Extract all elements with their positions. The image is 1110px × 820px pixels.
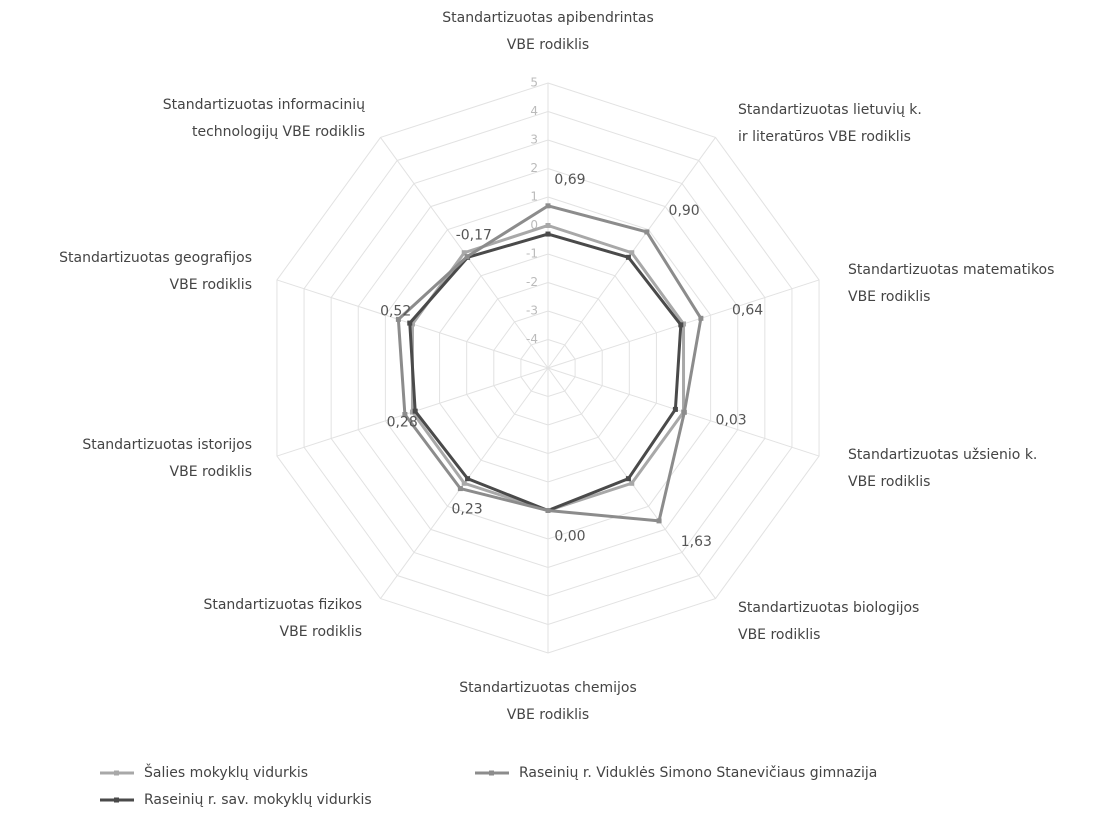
category-label: Standartizuotas chemijos xyxy=(459,680,637,696)
point-marker xyxy=(644,229,650,235)
category-label: VBE rodiklis xyxy=(170,464,252,480)
category-label: VBE rodiklis xyxy=(507,707,589,723)
category-label: Standartizuotas užsienio k. xyxy=(848,447,1037,463)
r-tick-label: 5 xyxy=(530,76,538,90)
category-label: Standartizuotas lietuvių k. xyxy=(738,102,922,118)
point-marker xyxy=(625,254,631,260)
category-label: Standartizuotas informacinių xyxy=(163,97,365,113)
value-label: 1,63 xyxy=(681,534,712,550)
r-tick-label: 3 xyxy=(530,133,538,147)
point-marker xyxy=(461,480,467,486)
point-marker xyxy=(409,409,415,415)
value-label: 0,00 xyxy=(554,529,585,545)
legend-marker xyxy=(114,797,119,803)
value-label: 0,52 xyxy=(380,303,411,319)
series-line xyxy=(396,204,703,523)
point-marker xyxy=(464,254,470,260)
point-marker xyxy=(545,508,551,513)
r-tick-label: -4 xyxy=(526,332,538,346)
category-label: Standartizuotas apibendrintas xyxy=(442,10,654,26)
point-marker xyxy=(545,223,551,228)
category-label: VBE rodiklis xyxy=(280,624,362,640)
value-label: 0,64 xyxy=(732,302,763,318)
legend-label: Raseinių r. Viduklės Simono Stanevičiaus… xyxy=(519,765,877,781)
value-label: 0,23 xyxy=(452,502,483,518)
point-marker xyxy=(656,518,662,524)
category-label: Standartizuotas geografijos xyxy=(59,250,252,266)
value-label: 0,03 xyxy=(715,412,746,428)
category-label: Standartizuotas biologijos xyxy=(738,600,919,616)
r-tick-label: -2 xyxy=(526,275,538,289)
point-marker xyxy=(629,250,635,256)
value-label: 0,90 xyxy=(669,203,700,219)
r-tick-label: 1 xyxy=(530,190,538,204)
point-marker xyxy=(678,322,684,328)
point-marker xyxy=(407,320,413,326)
category-label: VBE rodiklis xyxy=(848,474,930,490)
point-marker xyxy=(629,480,635,486)
point-marker xyxy=(681,321,687,327)
point-marker xyxy=(545,203,551,209)
point-marker xyxy=(461,250,467,256)
point-marker xyxy=(402,412,408,418)
category-label: VBE rodiklis xyxy=(848,289,930,305)
r-tick-label: -3 xyxy=(526,304,538,318)
legend-label: Šalies mokyklų vidurkis xyxy=(144,763,308,781)
point-marker xyxy=(412,408,418,414)
legend-label: Raseinių r. sav. mokyklų vidurkis xyxy=(144,792,372,808)
point-marker xyxy=(409,321,415,327)
r-tick-label: 2 xyxy=(530,161,538,175)
category-label: Standartizuotas matematikos xyxy=(848,262,1054,278)
point-marker xyxy=(395,316,401,322)
point-marker xyxy=(545,231,551,237)
point-marker xyxy=(672,406,678,412)
category-label: Standartizuotas fizikos xyxy=(203,597,362,613)
category-label: VBE rodiklis xyxy=(507,37,589,53)
point-marker xyxy=(625,476,631,482)
legend-marker xyxy=(114,770,119,776)
category-label: technologijų VBE rodiklis xyxy=(192,124,365,140)
category-label: VBE rodiklis xyxy=(738,627,820,643)
category-label: ir literatūros VBE rodiklis xyxy=(738,129,911,145)
r-tick-label: -1 xyxy=(526,247,538,261)
point-marker xyxy=(681,409,687,415)
value-label: 0,28 xyxy=(387,415,418,431)
r-tick-label: 0 xyxy=(530,218,538,232)
category-label: VBE rodiklis xyxy=(170,277,252,293)
legend-marker xyxy=(489,770,494,776)
point-marker xyxy=(698,315,704,321)
value-label: -0,17 xyxy=(456,228,492,244)
category-label: Standartizuotas istorijos xyxy=(82,437,252,453)
value-label: 0,69 xyxy=(554,172,585,188)
point-marker xyxy=(465,476,471,482)
point-marker xyxy=(457,486,463,492)
r-tick-label: 4 xyxy=(530,104,538,118)
